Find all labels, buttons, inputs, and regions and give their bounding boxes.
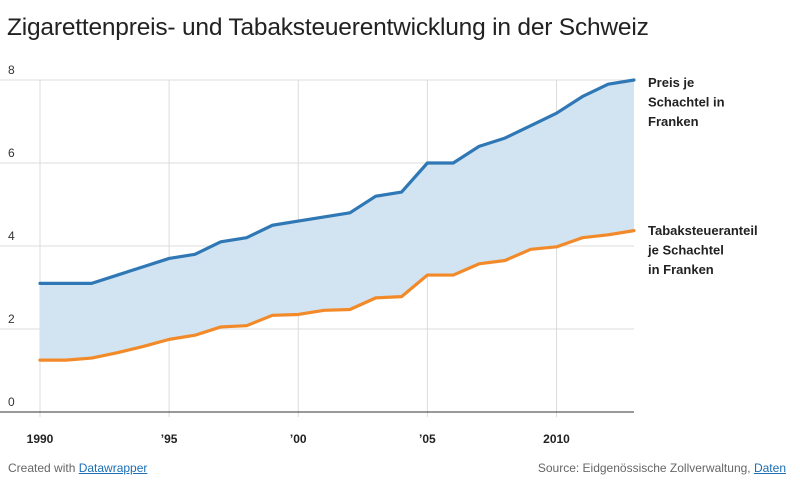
source-prefix: Source: Eidgenössische Zollverwaltung, — [537, 461, 754, 475]
series-label-price-line-2: Schachtel in — [648, 95, 725, 110]
series-label-price-line-3: Franken — [648, 114, 699, 129]
footer-source: Source: Eidgenössische Zollverwaltung, D… — [538, 461, 786, 475]
x-tick-label-1990: 1990 — [27, 432, 54, 446]
chart-area: 0 2 4 6 8 1990 ’95 ’00 ’05 2010 Preis je Schachtel … — [0, 63, 758, 446]
series-line-tax — [38, 229, 636, 362]
credit-prefix: Created with — [8, 461, 79, 475]
series-label-price-line-1: Preis je — [648, 75, 694, 90]
y-tick-label-0: 0 — [8, 395, 15, 409]
chart-title: Zigarettenpreis- und Tabaksteuerentwickl… — [7, 14, 649, 41]
y-tick-label-6: 6 — [8, 146, 15, 160]
series-line-price — [38, 78, 636, 285]
x-tick-label-2010: 2010 — [543, 432, 570, 446]
data-link[interactable]: Daten — [753, 461, 786, 475]
datawrapper-link[interactable]: Datawrapper — [78, 461, 148, 475]
series-label-tax-line-3: in Franken — [648, 262, 714, 277]
series-label-tax-line-2: je Schachtel — [647, 243, 724, 258]
fill-between-area — [40, 80, 634, 361]
x-tick-label-2005: ’05 — [419, 432, 436, 446]
y-tick-label-4: 4 — [8, 229, 15, 243]
y-tick-label-2: 2 — [8, 312, 15, 326]
y-tick-label-8: 8 — [8, 63, 15, 77]
x-tick-label-1995: ’95 — [161, 432, 178, 446]
x-tick-label-2000: ’00 — [290, 432, 307, 446]
footer-credit: Created with Datawrapper — [8, 461, 147, 475]
series-label-tax-line-1: Tabaksteueranteil — [648, 223, 758, 238]
